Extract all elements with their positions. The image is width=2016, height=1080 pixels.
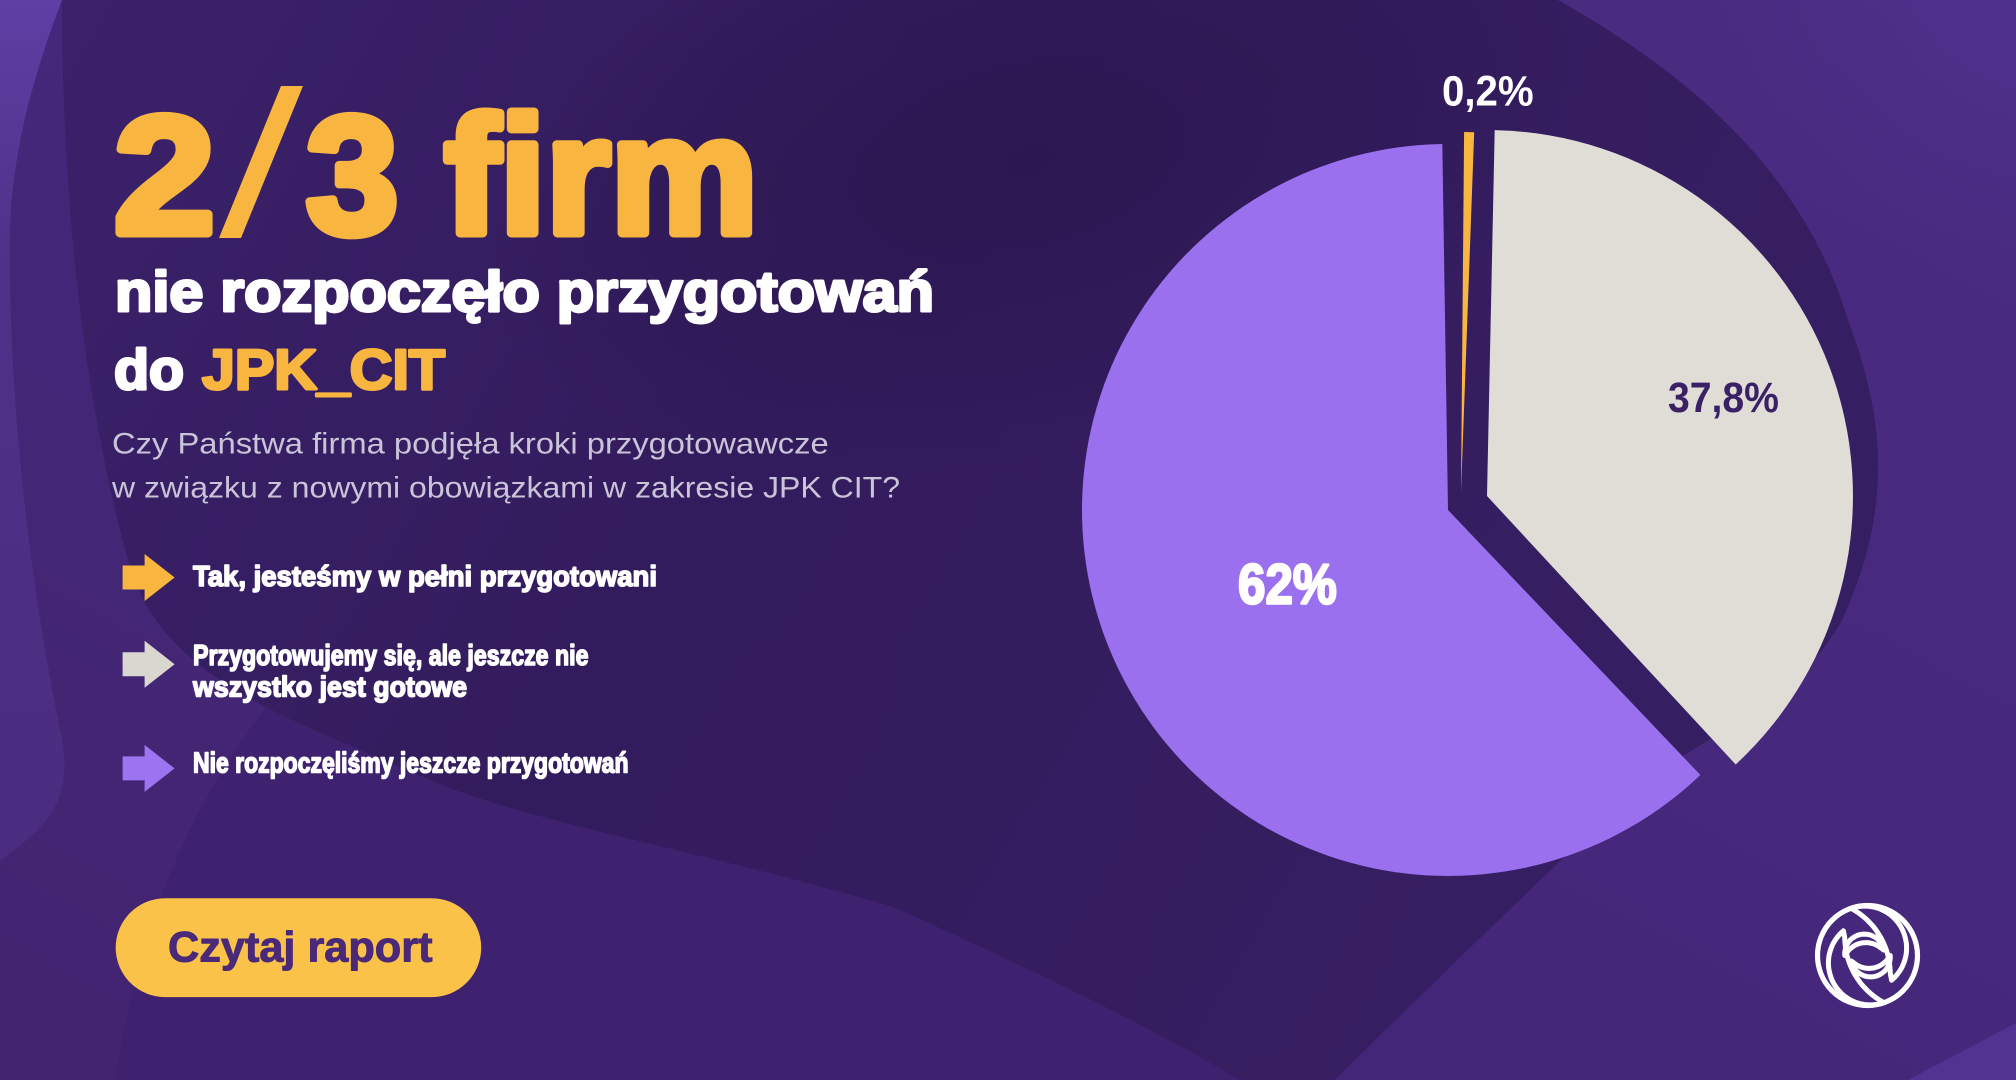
svg-text:Czytaj raport: Czytaj raport: [168, 924, 433, 972]
svg-text:37,8%: 37,8%: [1668, 375, 1779, 422]
svg-text:nie rozpoczęło przygotowań: nie rozpoczęło przygotowań: [115, 260, 934, 324]
svg-text:wszystko jest gotowe: wszystko jest gotowe: [192, 672, 467, 704]
svg-text:Czy Państwa firma podjęła krok: Czy Państwa firma podjęła kroki przygoto…: [112, 428, 829, 461]
svg-text:Nie rozpoczęliśmy jeszcze przy: Nie rozpoczęliśmy jeszcze przygotowań: [193, 748, 629, 780]
svg-text:2: 2: [114, 83, 215, 269]
svg-text:3 firm: 3 firm: [306, 83, 758, 269]
svg-text:do: do: [114, 338, 184, 402]
svg-text:62%: 62%: [1238, 552, 1337, 616]
svg-text:w związku z nowymi obowiązkami: w związku z nowymi obowiązkami w zakresi…: [111, 471, 900, 504]
svg-text:Tak, jesteśmy w pełni przygoto: Tak, jesteśmy w pełni przygotowani: [193, 561, 657, 593]
svg-text:Przygotowujemy się, ale jeszcz: Przygotowujemy się, ale jeszcze nie: [193, 640, 589, 672]
svg-text:JPK_CIT: JPK_CIT: [202, 338, 445, 402]
svg-text:0,2%: 0,2%: [1442, 68, 1534, 115]
